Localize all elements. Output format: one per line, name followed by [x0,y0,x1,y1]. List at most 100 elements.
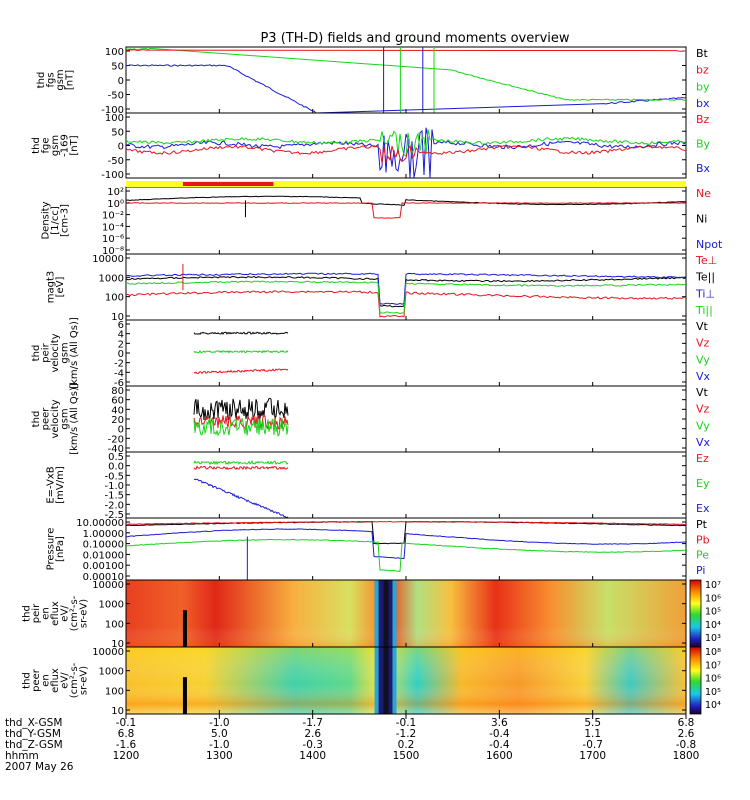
legend-fgs-Bt: Bt [696,47,709,60]
colorbar-tick-peer_spec: 10⁷ [705,660,721,671]
panel-fgs-ytick-label: 0 [118,76,124,87]
legend-peer_vel-Vx: Vx [696,436,711,449]
x-row-2-value: 0.2 [398,739,415,751]
panel-temp-ylabel-line: [eV] [55,277,66,298]
panel-fge-ylabel-line: thd [31,137,42,154]
colorbar-tick-peer_spec: 10⁶ [705,674,721,685]
panel-pressure-ylabel: Pressure[nPa] [45,528,66,571]
panel-peer_spec-ytick-label: 10000 [92,647,124,658]
spectrogram-gap-edge-peir_spec [374,580,379,647]
panel-peer_spec-ylabel-line: thd [22,672,33,689]
x-row-2-value: -1.0 [209,739,230,751]
panel-fgs-ytick-label: -100 [101,105,124,116]
legend-density-Npot: Npot [696,238,723,251]
x-row-2-value: -0.7 [582,739,603,751]
panel-peir_vel-ylabel-line: [km/s (All Qs)] [69,317,80,389]
legend-pressure-Pe: Pe [696,549,709,562]
x-row-1-value: -0.4 [489,728,510,740]
spectrogram-gap-edge2-peer_spec [392,647,397,714]
panel-peir_spec-ylabel-line: (cm²-s- [69,595,80,631]
panel-fge-ytick-label: 50 [111,127,124,138]
panel-fgs-ylabel-line: fgs [45,72,56,87]
panel-temp-ytick-label: 1000 [99,273,124,284]
trace-Ti-perp [125,272,687,305]
colorbar-tick-peer_spec: 10⁵ [705,687,721,698]
panel-fgs-ytick-label: -50 [108,91,124,102]
panel-pressure-ytick-label: 0.01000 [83,550,124,561]
panel-peer_vel-ytick-label: 80 [111,386,124,397]
trace-Bx [125,127,687,179]
panel-peer_spec-ytick-label: 1000 [99,667,124,678]
panel-peer_spec-ylabel-line: (cm²-s- [69,662,80,698]
panel-fge-ytick-label: -50 [108,156,124,167]
legend-peer_vel-Vt: Vt [696,386,709,399]
trace-Bz [125,144,687,164]
panel-peir_spec-ylabel-line: thd [22,605,33,622]
panel-pressure-ylabel-line: [nPa] [55,536,66,562]
panel-temp-ytick-label: 10 [111,312,124,323]
x-row-3-value: 1400 [299,750,326,762]
panel-efield-ylabel-line: E=-VxB [45,466,56,503]
panel-fgs-ylabel-line: [nT] [64,70,75,90]
panel-peir_spec-ytick-label: 100 [105,619,124,630]
panel-peir_spec-ytick-label: 10 [111,639,124,650]
colorbar-tick-peir_spec: 10⁶ [705,593,721,604]
panel-peir_vel-ylabel-line: thd [31,345,42,362]
panel-density-ylabel-line: [cm-3] [60,204,71,237]
x-row-1-value: 1.1 [584,728,601,740]
legend-temp-Ti||: Ti|| [695,304,713,317]
panel-peir_vel-ytick-label: 2 [118,339,124,350]
date-label: 2007 May 26 [5,761,74,773]
panel-peir_vel-ylabel-line: velocity [50,333,61,372]
panel-efield: E=-VxB[mV/m] 0.50.0-0.5-1.0-1.5-2.0-2.5 Ez… [45,451,710,521]
x-row-0-value: 6.8 [678,717,695,729]
legend-temp-Te⊥: Te⊥ [695,254,717,267]
panel-density-ytick-label: 10⁰ [107,199,124,210]
panel-density-ylabel: Density[1/cc][cm-3] [41,201,71,239]
x-row-1-value: 2.6 [304,728,321,740]
panel-fgs-ytick-label: 100 [105,47,124,58]
panel-pressure-ytick-label: 0.00100 [83,561,124,572]
panel-peer_vel-ylabel-line: peer [41,407,52,431]
colorbar-tick-peir_spec: 10⁷ [705,580,721,591]
x-row-3-value: 1200 [113,750,140,762]
panel-pressure-ylabel-line: Pressure [45,528,56,571]
x-axis-labels: -0.1 -1.0 -1.7 -0.1 3.6 5.5 6.8 6.8 5.0 2.6 -1.2 -0… [113,714,699,762]
trace-By [125,129,687,157]
panel-peer_spec-ylabel-line: eflux [50,668,61,693]
panel-density-ylabel-line: Density [41,201,52,239]
panel-peir_vel-ytick-label: -4 [114,368,124,379]
x-row-0-value: -0.1 [396,717,417,729]
panel-fgs-ytick-label: 50 [111,62,124,73]
colorbar-tick-peir_spec: 10⁵ [705,607,721,618]
x-row-label-0: thd_X-GSM [5,717,62,729]
legend-fgs-by: by [696,80,710,93]
panel-fge-ytick-label: 100 [105,113,124,124]
legend-pressure-Pb: Pb [696,533,710,546]
panel-pressure-ytick-label: 1.00000 [83,529,124,540]
trace-Pb [125,520,687,526]
colorbar-tick-peir_spec: 10³ [705,633,721,644]
panel-peir_vel-ytick-label: 6 [118,320,124,331]
legend-peir_vel-Vx: Vx [696,370,711,383]
x-row-3-value: 1300 [206,750,233,762]
legend-density-Ni: Ni [696,213,707,226]
panel-fge-frame [125,112,687,179]
trace-bz [125,49,686,52]
x-row-label-1: thd_Y-GSM [5,728,61,740]
panel-peer_spec-ylabel-line: eV/ [60,672,71,689]
panel-peir_spec-ylabel-line: eV/ [60,605,71,622]
panel-peir_vel-ytick-label: 4 [118,330,124,341]
panel-temp-ylabel: magt3[eV] [45,271,66,304]
panel-temp-ytick-label: 100 [105,293,124,304]
x-row-2-value: -0.3 [302,739,323,751]
panel-peer_vel-ytick-label: 0 [118,425,124,436]
panel-fge-ylabel-line: [nT] [69,135,80,155]
trace-Ex [193,478,289,519]
spectrogram-mark-peir_spec [182,610,187,647]
panel-temp-ylabel-line: magt3 [45,271,56,304]
